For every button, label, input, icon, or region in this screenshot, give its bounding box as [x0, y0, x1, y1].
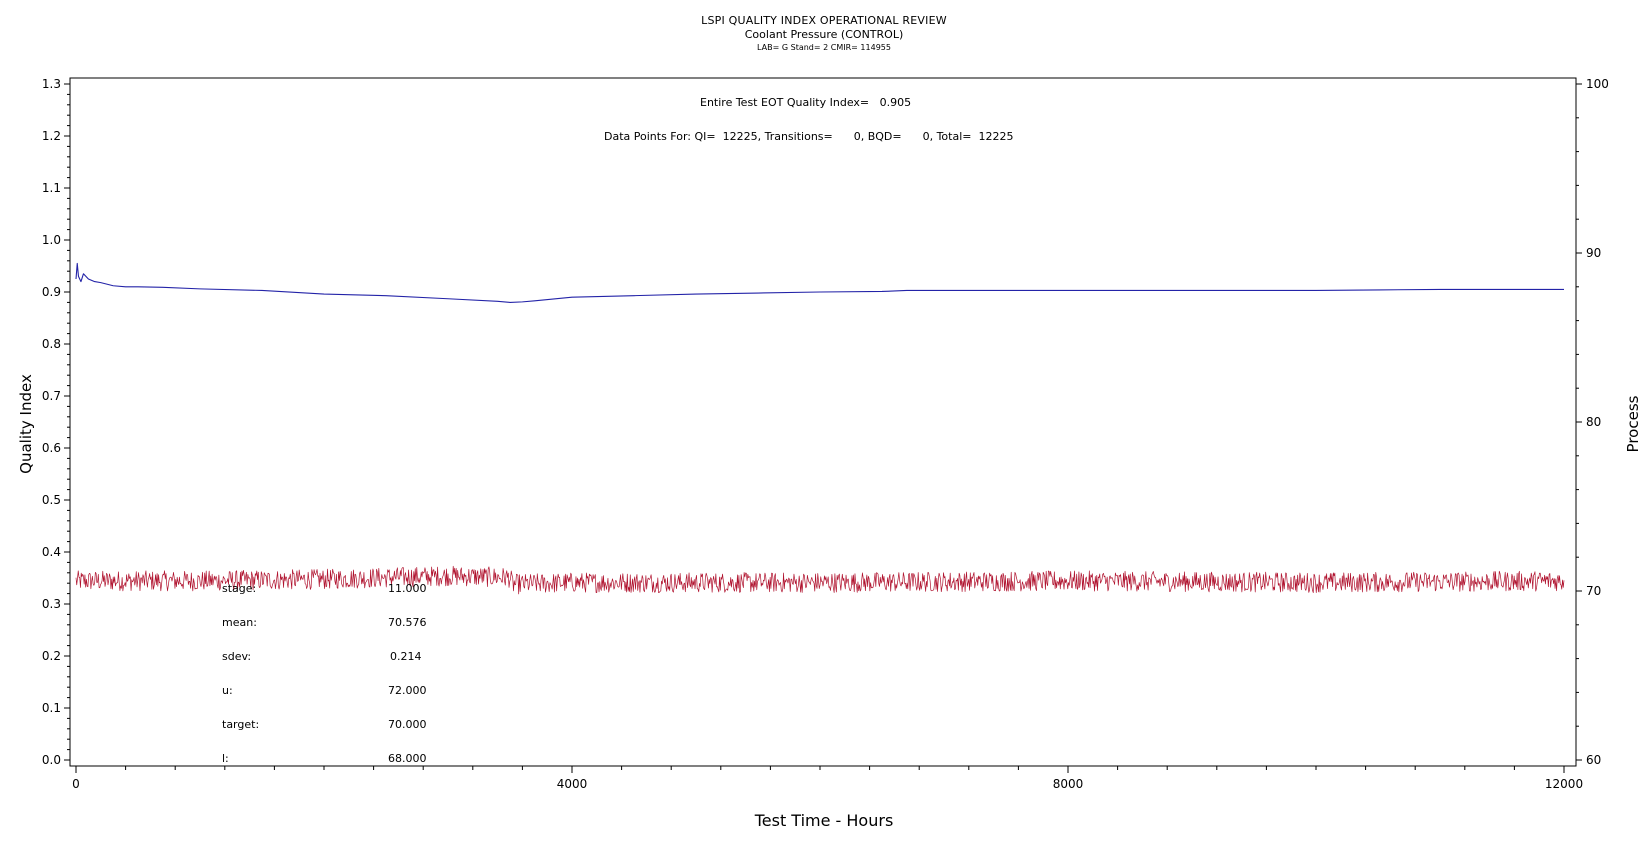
y-left-tick-label: 1.2: [42, 129, 61, 143]
y-left-tick-label: 0.0: [42, 753, 61, 767]
y-left-tick-label: 0.1: [42, 701, 61, 715]
process-series-line: [75, 565, 1565, 595]
y-right-tick-label: 90: [1586, 246, 1601, 260]
stat-value-target: 70.000: [388, 718, 427, 731]
y-left-tick-label: 0.4: [42, 545, 61, 559]
y-left-tick-label: 0.2: [42, 649, 61, 663]
stat-label-sdev: sdev:: [222, 650, 252, 663]
x-axis-label: Test Time - Hours: [754, 811, 894, 830]
stat-label-mean: mean:: [222, 616, 257, 629]
y-right-tick-label: 80: [1586, 415, 1601, 429]
stat-value-u: 72.000: [388, 684, 427, 697]
y-left-tick-label: 1.0: [42, 233, 61, 247]
x-tick-label: 4000: [557, 777, 588, 791]
data-points-annotation: Data Points For: QI= 12225, Transitions=…: [604, 130, 1014, 143]
stat-value-stage: 11.000: [388, 582, 427, 595]
series-layer: [75, 262, 1565, 595]
y-left-tick-label: 0.3: [42, 597, 61, 611]
y-left-tick-label: 1.1: [42, 181, 61, 195]
y-right-tick-label: 70: [1586, 584, 1601, 598]
x-tick-label: 0: [72, 777, 80, 791]
chart-subtitle: Coolant Pressure (CONTROL): [744, 28, 904, 41]
y-left-tick-label: 0.8: [42, 337, 61, 351]
chart-title: LSPI QUALITY INDEX OPERATIONAL REVIEW: [701, 14, 947, 27]
quality-index-series-line: [75, 262, 1564, 303]
y-left-tick-label: 1.3: [42, 77, 61, 91]
x-tick-label: 8000: [1053, 777, 1084, 791]
y-left-tick-label: 0.7: [42, 389, 61, 403]
eot-quality-index-annotation: Entire Test EOT Quality Index= 0.905: [700, 96, 912, 109]
stat-label-stage: stage:: [222, 582, 257, 595]
plot-frame: [69, 77, 1577, 767]
y-axis-right-label: Process: [1624, 395, 1642, 453]
stat-label-l: l:: [222, 752, 229, 765]
axis-ticks: 0 4000 8000 12000 0.0 0.1 0.2 0.3 0.4 0.5 0.6 0.7 0.…: [42, 77, 1609, 791]
y-left-tick-label: 0.6: [42, 441, 61, 455]
chart-info: LAB= G Stand= 2 CMIR= 114955: [757, 43, 891, 52]
y-left-tick-label: 0.5: [42, 493, 61, 507]
stat-value-mean: 70.576: [388, 616, 427, 629]
y-right-tick-label: 60: [1586, 753, 1601, 767]
y-right-tick-label: 100: [1586, 77, 1609, 91]
stat-label-u: u:: [222, 684, 233, 697]
stat-value-sdev: 0.214: [390, 650, 422, 663]
y-left-tick-label: 0.9: [42, 285, 61, 299]
x-tick-label: 12000: [1545, 777, 1583, 791]
stat-label-target: target:: [222, 718, 260, 731]
y-axis-left-label: Quality Index: [17, 374, 35, 474]
stat-value-l: 68.000: [388, 752, 427, 765]
